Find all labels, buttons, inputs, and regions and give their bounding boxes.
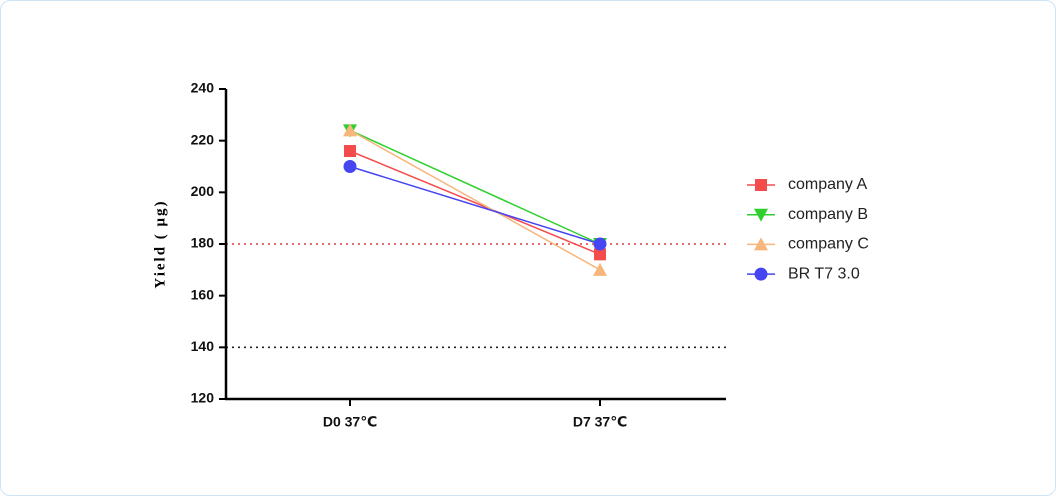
legend-label: company B [788,206,868,223]
x-tick-label: D7 37℃ [573,414,627,430]
legend-label: company C [788,236,869,253]
y-tick-label: 120 [191,390,215,406]
legend-marker [754,267,768,281]
legend-marker [755,179,767,191]
marker [343,123,357,137]
marker [593,237,607,251]
y-tick-label: 180 [191,235,215,251]
marker [594,248,606,261]
legend-marker [754,237,768,251]
marker [344,145,356,157]
marker [593,262,607,276]
legend-label: BR T7 3.0 [788,265,860,282]
series-line [349,129,601,245]
legend-label: company A [788,176,867,193]
series-line [349,129,601,271]
legend-marker [754,208,768,222]
y-axis-label: Yield ( μg) [152,199,168,288]
y-tick-label: 220 [191,131,215,147]
y-tick-label: 140 [191,338,215,354]
y-tick-label: 160 [191,286,215,302]
x-tick-label: D0 37℃ [323,414,377,430]
series-line [349,165,601,245]
marker [343,160,357,173]
y-tick-label: 200 [191,183,215,199]
series-line [349,150,601,256]
y-tick-label: 240 [191,80,215,96]
